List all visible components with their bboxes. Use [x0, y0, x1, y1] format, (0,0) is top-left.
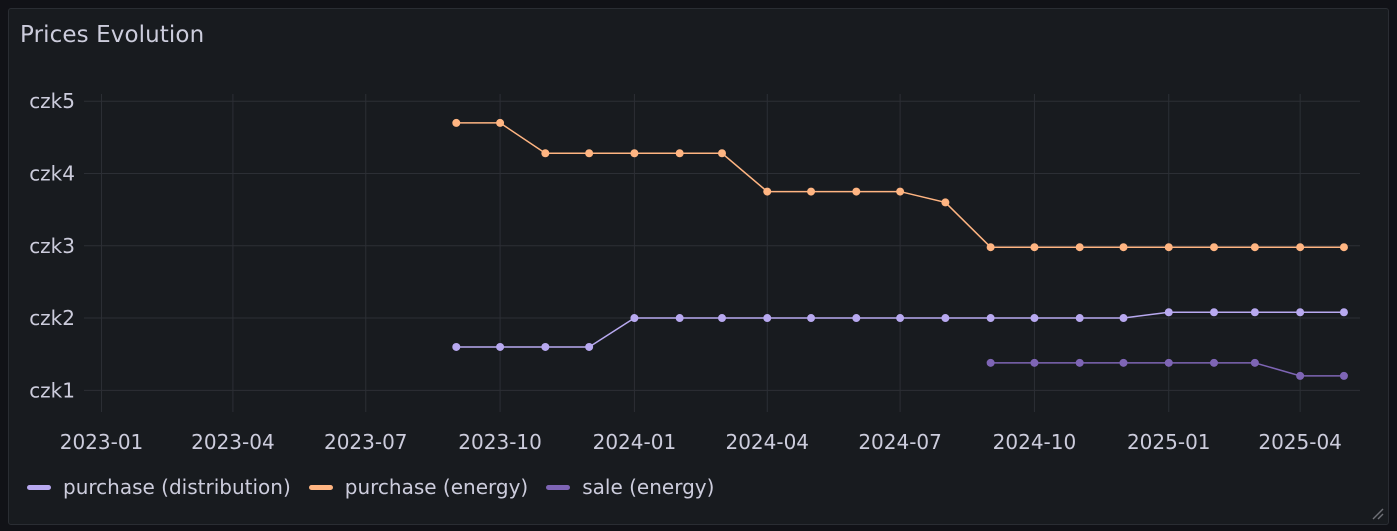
data-point — [1250, 308, 1259, 317]
data-point — [763, 187, 772, 196]
data-point — [718, 149, 726, 158]
data-point — [585, 149, 594, 158]
data-point — [763, 314, 772, 323]
x-tick-label: 2023-10 — [458, 430, 542, 454]
x-tick-label: 2024-04 — [725, 430, 809, 454]
legend-swatch — [27, 484, 51, 490]
data-point — [1210, 358, 1219, 367]
x-tick-label: 2023-04 — [191, 430, 275, 454]
legend-label: sale (energy) — [582, 475, 715, 499]
data-point — [896, 314, 905, 323]
data-point — [1075, 314, 1084, 323]
x-tick-label: 2025-01 — [1127, 430, 1211, 454]
data-point — [1296, 243, 1305, 252]
data-point — [1119, 243, 1128, 252]
y-tick-label: czk5 — [29, 89, 75, 113]
legend-label: purchase (energy) — [344, 475, 529, 499]
data-point — [675, 314, 684, 323]
resize-handle-icon[interactable] — [1370, 506, 1384, 520]
data-point — [1164, 243, 1173, 252]
y-tick-label: czk3 — [29, 234, 75, 258]
x-tick-label: 2025-04 — [1258, 430, 1342, 454]
data-point — [896, 187, 905, 196]
legend-item[interactable]: purchase (distribution) — [27, 475, 291, 499]
x-tick-label: 2023-07 — [324, 430, 408, 454]
data-point — [986, 243, 995, 252]
data-point — [986, 314, 995, 323]
data-point — [1250, 358, 1259, 367]
data-point — [1075, 243, 1084, 252]
x-tick-label: 2024-01 — [593, 430, 677, 454]
panel-title: Prices Evolution — [20, 22, 205, 48]
legend-item[interactable]: sale (energy) — [546, 475, 714, 499]
data-point — [452, 342, 461, 351]
data-point — [986, 358, 995, 367]
legend-swatch — [546, 484, 571, 490]
legend-item[interactable]: purchase (energy) — [308, 475, 529, 499]
data-point — [1339, 308, 1348, 317]
x-tick-label: 2024-10 — [993, 430, 1077, 454]
data-point — [1210, 308, 1219, 317]
data-point — [496, 342, 505, 351]
data-point — [852, 314, 861, 323]
data-point — [1075, 358, 1084, 367]
data-point — [941, 198, 950, 207]
legend: purchase (distribution) purchase (energy)… — [27, 475, 732, 499]
data-point — [541, 149, 550, 158]
data-point — [1030, 314, 1039, 323]
data-point — [630, 149, 639, 158]
data-point — [1030, 358, 1039, 367]
legend-swatch — [308, 484, 333, 490]
data-point — [852, 187, 861, 196]
data-point — [1339, 371, 1348, 380]
data-point — [1250, 243, 1259, 252]
data-point — [452, 118, 461, 127]
data-point — [1296, 371, 1305, 380]
data-point — [585, 342, 594, 351]
x-tick-label: 2023-01 — [60, 430, 144, 454]
y-tick-label: czk1 — [29, 378, 75, 402]
data-point — [541, 342, 550, 351]
data-point — [1210, 243, 1219, 252]
data-point — [1119, 358, 1128, 367]
data-point — [1296, 308, 1305, 317]
x-tick-label: 2024-07 — [858, 430, 942, 454]
data-point — [941, 314, 950, 323]
legend-label: purchase (distribution) — [63, 475, 291, 499]
data-point — [1119, 314, 1128, 323]
data-point — [1164, 358, 1173, 367]
data-point — [1164, 308, 1173, 317]
data-point — [630, 314, 639, 323]
data-point — [675, 149, 684, 158]
data-point — [1339, 243, 1348, 252]
data-point — [807, 314, 816, 323]
data-point — [1030, 243, 1039, 252]
chart-panel: Prices Evolution purchase (distribution)… — [8, 8, 1389, 525]
data-point — [718, 314, 726, 323]
y-tick-label: czk2 — [29, 306, 75, 330]
y-tick-label: czk4 — [29, 162, 75, 186]
data-point — [807, 187, 816, 196]
data-point — [496, 118, 505, 127]
